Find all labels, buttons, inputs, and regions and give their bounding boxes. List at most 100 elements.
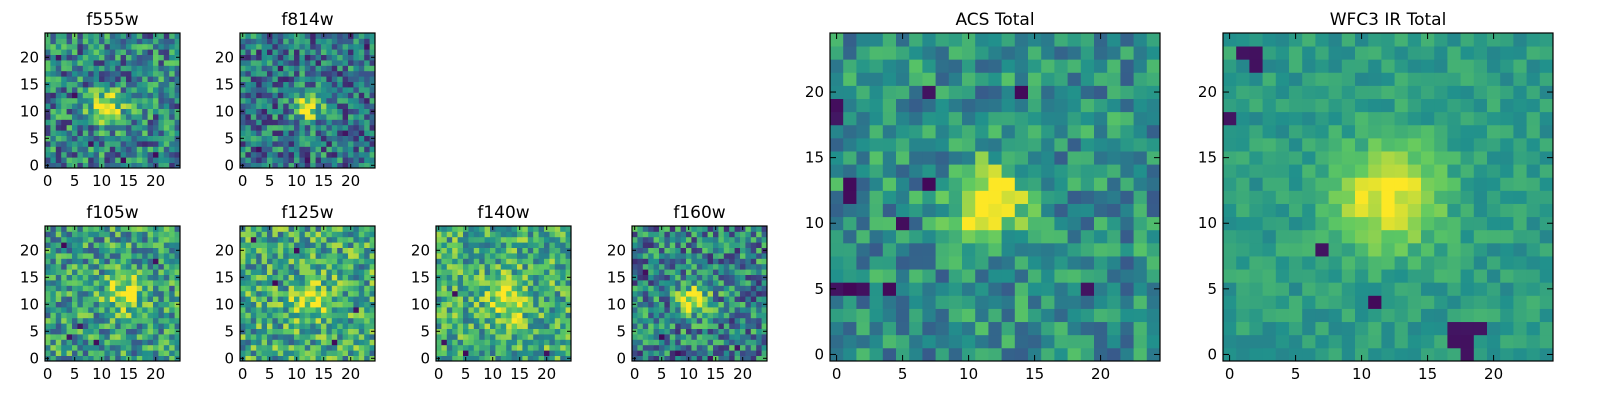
heatmap-cell	[642, 258, 649, 265]
heatmap-cell	[126, 135, 132, 142]
heatmap-cell	[729, 312, 735, 319]
heatmap-cell	[691, 280, 698, 286]
heatmap-cell	[61, 301, 67, 308]
heatmap-cell	[473, 350, 480, 356]
heatmap-cell	[342, 108, 349, 115]
heatmap-cell	[565, 339, 572, 346]
heatmap-cell	[909, 242, 923, 257]
heatmap-cell	[533, 307, 539, 313]
heatmap-cell	[554, 274, 561, 281]
heatmap-cell	[691, 258, 698, 265]
heatmap-cell	[922, 229, 936, 244]
heatmap-cell	[126, 70, 132, 77]
heatmap-cell	[45, 70, 51, 77]
heatmap-cell	[446, 344, 453, 351]
heatmap-cell	[93, 162, 100, 169]
heatmap-cell	[1341, 321, 1356, 336]
heatmap-cell	[468, 236, 475, 243]
heatmap-cell	[1001, 216, 1016, 231]
heatmap-cell	[369, 33, 376, 39]
heatmap-cell	[272, 258, 279, 265]
heatmap-cell	[729, 317, 735, 324]
heatmap-cell	[261, 103, 268, 109]
heatmap-cell	[272, 231, 279, 238]
heatmap-cell	[637, 231, 644, 238]
heatmap-cell	[664, 317, 671, 324]
heatmap-cell	[1302, 164, 1316, 178]
heatmap-cell	[283, 130, 289, 136]
heatmap-cell	[277, 146, 284, 153]
heatmap-cell	[315, 339, 322, 346]
heatmap-cell	[93, 60, 100, 66]
heatmap-cell	[256, 33, 262, 39]
heatmap-cell	[109, 33, 116, 39]
heatmap-cell	[1120, 151, 1134, 165]
heatmap-cell	[1315, 242, 1329, 257]
heatmap-cell	[452, 312, 458, 319]
heatmap-cell	[1133, 347, 1148, 362]
heatmap-cell	[463, 247, 469, 254]
heatmap-cell	[348, 54, 354, 61]
heatmap-cell	[869, 229, 884, 244]
heatmap-cell	[256, 157, 262, 163]
heatmap-cell	[740, 285, 746, 292]
heatmap-cell	[331, 344, 338, 351]
heatmap-cell	[1341, 203, 1356, 218]
heatmap-cell	[1094, 216, 1108, 231]
heatmap-cell	[256, 339, 262, 346]
heatmap-cell	[342, 242, 349, 248]
heatmap-cell	[745, 301, 752, 308]
heatmap-cell	[675, 258, 681, 265]
heatmap-cell	[136, 76, 143, 82]
heatmap-cell	[734, 307, 741, 313]
heatmap-cell	[756, 274, 762, 281]
heatmap-cell	[240, 236, 246, 243]
heatmap-cell	[490, 323, 496, 329]
heatmap-cell	[364, 124, 370, 131]
heatmap-cell	[935, 124, 950, 139]
chart-title: f555w	[86, 10, 138, 30]
heatmap-cell	[1500, 177, 1514, 191]
heatmap-cell	[988, 46, 1002, 60]
heatmap-cell	[1368, 308, 1382, 323]
heatmap-cell	[1447, 177, 1461, 191]
heatmap-cell	[142, 280, 148, 286]
heatmap-cell	[358, 355, 365, 362]
heatmap-cell	[1041, 85, 1055, 99]
heatmap-cell	[473, 247, 480, 254]
heatmap-cell	[267, 231, 273, 238]
heatmap-cell	[245, 130, 252, 136]
heatmap-cell	[126, 242, 132, 248]
y-tick-label: 20	[20, 241, 39, 259]
heatmap-cell	[93, 355, 100, 362]
heatmap-cell	[126, 119, 132, 126]
heatmap-cell	[441, 226, 448, 232]
heatmap-cell	[147, 317, 154, 324]
heatmap-cell	[77, 323, 84, 329]
heatmap-cell	[331, 328, 338, 335]
heatmap-cell	[153, 38, 159, 45]
heatmap-cell	[896, 347, 910, 362]
heatmap-cell	[294, 285, 300, 292]
heatmap-cell	[1067, 85, 1082, 99]
heatmap-cell	[310, 344, 316, 351]
heatmap-cell	[680, 242, 687, 248]
heatmap-cell	[109, 141, 116, 147]
heatmap-cell	[66, 43, 73, 50]
heatmap-cell	[283, 274, 289, 281]
heatmap-cell	[256, 301, 262, 308]
heatmap-cell	[261, 97, 268, 104]
heatmap-cell	[830, 308, 844, 323]
heatmap-cell	[729, 226, 735, 232]
heatmap-cell	[61, 344, 67, 351]
heatmap-cell	[142, 81, 148, 88]
heatmap-cell	[648, 280, 654, 286]
heatmap-cell	[250, 307, 257, 313]
heatmap-cell	[554, 258, 561, 265]
heatmap-cell	[256, 312, 262, 319]
heatmap-cell	[304, 97, 311, 104]
heatmap-cell	[104, 280, 111, 286]
heatmap-cell	[267, 280, 273, 286]
